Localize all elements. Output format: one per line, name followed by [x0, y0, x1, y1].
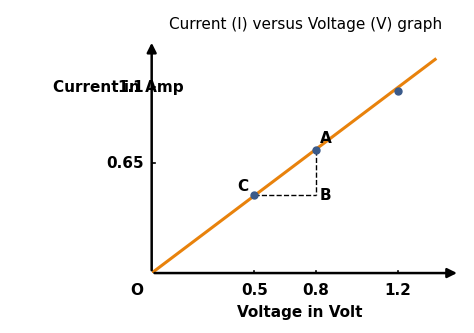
Text: 0.8: 0.8 [302, 283, 329, 298]
Title: Current (I) versus Voltage (V) graph: Current (I) versus Voltage (V) graph [169, 17, 442, 32]
Text: 1.1: 1.1 [117, 80, 144, 95]
Text: B: B [320, 188, 332, 203]
Text: C: C [237, 179, 248, 194]
Text: O: O [130, 283, 144, 298]
Text: Voltage in Volt: Voltage in Volt [237, 305, 362, 320]
Text: 1.2: 1.2 [385, 283, 411, 298]
Text: 0.65: 0.65 [106, 156, 144, 171]
Text: A: A [320, 132, 332, 147]
Text: 0.5: 0.5 [241, 283, 268, 298]
Text: Current in Amp: Current in Amp [53, 80, 184, 95]
